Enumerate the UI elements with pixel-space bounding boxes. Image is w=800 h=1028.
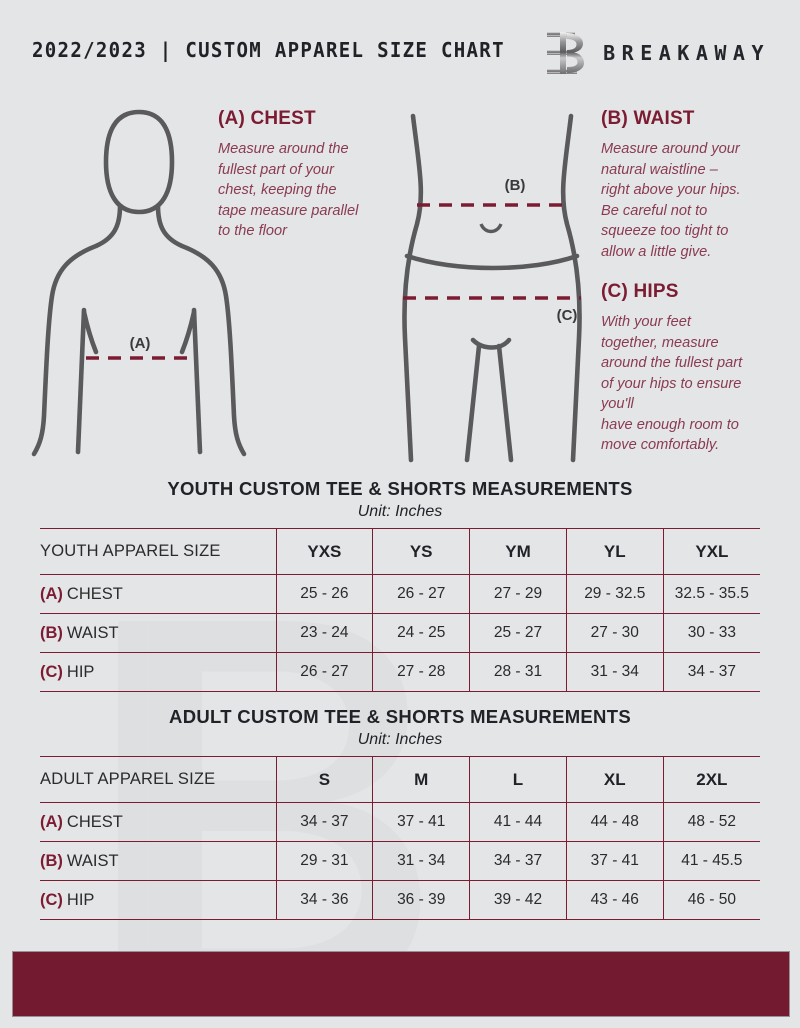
youth-size-header-ym: YM xyxy=(469,528,567,575)
adult-row-name-chest: CHEST xyxy=(66,812,123,831)
adult-size-table: ADULT APPAREL SIZE S M L XL 2XL (A) CHEST… xyxy=(40,756,760,920)
maroon-footer-bar xyxy=(12,951,790,1017)
adult-row-name-waist: WAIST xyxy=(66,851,119,870)
description-hips: (C) HIPS With your feet together, measur… xyxy=(601,281,781,456)
youth-row-tag-a: (A) xyxy=(40,584,63,603)
page-header: 2022/2023 | CUSTOM APPAREL SIZE CHART xyxy=(0,0,800,98)
youth-row-label-hip: (C) HIP xyxy=(40,652,277,692)
description-hips-body: With your feet together, measure around … xyxy=(601,314,743,453)
youth-row-label-waist: (B) WAIST xyxy=(40,613,277,653)
description-waist-title: (B) WAIST xyxy=(601,108,695,129)
adult-label-header: ADULT APPAREL SIZE xyxy=(40,756,277,803)
waist-measure-label: (B) xyxy=(505,177,526,194)
adult-size-header-xl: XL xyxy=(566,756,664,803)
adult-size-header-2xl: 2XL xyxy=(663,756,760,803)
table-row: (A) CHEST 34 - 37 37 - 41 41 - 44 44 - 48… xyxy=(40,802,760,842)
youth-row-tag-b: (B) xyxy=(40,623,63,642)
lower-body-hips-figure: (B) (C) xyxy=(402,113,582,463)
adult-unit: Unit: Inches xyxy=(357,731,443,748)
youth-waist-ym: 25 - 27 xyxy=(469,613,567,653)
youth-hip-yxl: 34 - 37 xyxy=(663,652,760,692)
adult-row-tag-c: (C) xyxy=(40,890,63,909)
page-title: 2022/2023 | CUSTOM APPAREL SIZE CHART xyxy=(32,38,505,62)
adult-row-tag-b: (B) xyxy=(40,851,63,870)
adult-chest-s: 34 - 37 xyxy=(276,802,374,842)
youth-waist-ys: 24 - 25 xyxy=(372,613,471,653)
youth-waist-yl: 27 - 30 xyxy=(566,613,664,653)
youth-section-heading: YOUTH CUSTOM TEE & SHORTS MEASUREMENTS U… xyxy=(0,478,800,521)
youth-title: YOUTH CUSTOM TEE & SHORTS MEASUREMENTS xyxy=(167,478,633,499)
youth-chest-yxs: 25 - 26 xyxy=(276,574,374,614)
adult-hip-l: 39 - 42 xyxy=(469,880,567,920)
youth-table-header-row: YOUTH APPAREL SIZE YXS YS YM YL YXL xyxy=(40,528,760,575)
youth-label-header: YOUTH APPAREL SIZE xyxy=(40,528,277,575)
youth-row-name-chest: CHEST xyxy=(66,584,123,603)
youth-row-name-waist: WAIST xyxy=(66,623,119,642)
adult-waist-2xl: 41 - 45.5 xyxy=(663,841,760,881)
description-hips-title: (C) HIPS xyxy=(601,281,679,302)
adult-chest-l: 41 - 44 xyxy=(469,802,567,842)
youth-chest-ym: 27 - 29 xyxy=(469,574,567,614)
youth-waist-yxs: 23 - 24 xyxy=(276,613,374,653)
table-row: (B) WAIST 29 - 31 31 - 34 34 - 37 37 - 41… xyxy=(40,841,760,881)
adult-row-label-hip: (C) HIP xyxy=(40,880,277,920)
adult-row-label-waist: (B) WAIST xyxy=(40,841,277,881)
adult-waist-xl: 37 - 41 xyxy=(566,841,664,881)
adult-waist-s: 29 - 31 xyxy=(276,841,374,881)
adult-size-header-m: M xyxy=(372,756,471,803)
navel-detail xyxy=(479,223,503,234)
upper-body-torso-figure: (A) xyxy=(31,109,247,457)
brand-logo: BREAKAWAY xyxy=(545,30,770,76)
youth-size-header-ys: YS xyxy=(372,528,471,575)
adult-hip-xl: 43 - 46 xyxy=(566,880,664,920)
youth-chest-ys: 26 - 27 xyxy=(372,574,471,614)
description-waist-body: Measure around your natural waistline – … xyxy=(601,141,741,260)
youth-hip-ys: 27 - 28 xyxy=(372,652,471,692)
adult-waist-l: 34 - 37 xyxy=(469,841,567,881)
adult-hip-m: 36 - 39 xyxy=(372,880,471,920)
brand-name: BREAKAWAY xyxy=(603,41,770,65)
description-chest: (A) CHEST Measure around the fullest par… xyxy=(218,108,398,242)
youth-size-header-yxs: YXS xyxy=(276,528,374,575)
table-row: (B) WAIST 23 - 24 24 - 25 25 - 27 27 - 30… xyxy=(40,613,760,653)
youth-hip-yxs: 26 - 27 xyxy=(276,652,374,692)
table-row: (A) CHEST 25 - 26 26 - 27 27 - 29 29 - 32… xyxy=(40,574,760,614)
youth-size-header-yl: YL xyxy=(566,528,664,575)
adult-chest-2xl: 48 - 52 xyxy=(663,802,760,842)
youth-chest-yxl: 32.5 - 35.5 xyxy=(663,574,760,614)
adult-size-header-l: L xyxy=(469,756,567,803)
breakaway-b-logo-icon xyxy=(547,32,585,74)
hips-measure-label: (C) xyxy=(557,307,578,324)
youth-hip-ym: 28 - 31 xyxy=(469,652,567,692)
adult-hip-2xl: 46 - 50 xyxy=(663,880,760,920)
youth-row-tag-c: (C) xyxy=(40,662,63,681)
youth-hip-yl: 31 - 34 xyxy=(566,652,664,692)
table-row: (C) HIP 26 - 27 27 - 28 28 - 31 31 - 34 3… xyxy=(40,652,760,692)
youth-waist-yxl: 30 - 33 xyxy=(663,613,760,653)
youth-row-name-hip: HIP xyxy=(66,662,95,681)
adult-section-heading: ADULT CUSTOM TEE & SHORTS MEASUREMENTS U… xyxy=(0,706,800,749)
description-waist: (B) WAIST Measure around your natural wa… xyxy=(601,108,781,262)
adult-title: ADULT CUSTOM TEE & SHORTS MEASUREMENTS xyxy=(169,706,631,727)
description-chest-title: (A) CHEST xyxy=(218,108,316,129)
youth-chest-yl: 29 - 32.5 xyxy=(566,574,664,614)
youth-size-table: YOUTH APPAREL SIZE YXS YS YM YL YXL (A) C… xyxy=(40,528,760,692)
description-chest-body: Measure around the fullest part of your … xyxy=(218,141,359,239)
table-row: (C) HIP 34 - 36 36 - 39 39 - 42 43 - 46 4… xyxy=(40,880,760,920)
adult-waist-m: 31 - 34 xyxy=(372,841,471,881)
adult-chest-m: 37 - 41 xyxy=(372,802,471,842)
chest-measure-label: (A) xyxy=(130,335,151,352)
adult-table-header-row: ADULT APPAREL SIZE S M L XL 2XL xyxy=(40,756,760,803)
adult-size-header-s: S xyxy=(276,756,374,803)
adult-hip-s: 34 - 36 xyxy=(276,880,374,920)
adult-chest-xl: 44 - 48 xyxy=(566,802,664,842)
youth-size-header-yxl: YXL xyxy=(663,528,760,575)
adult-row-name-hip: HIP xyxy=(66,890,95,909)
adult-row-tag-a: (A) xyxy=(40,812,63,831)
youth-row-label-chest: (A) CHEST xyxy=(40,574,277,614)
youth-unit: Unit: Inches xyxy=(357,503,443,520)
adult-row-label-chest: (A) CHEST xyxy=(40,802,277,842)
